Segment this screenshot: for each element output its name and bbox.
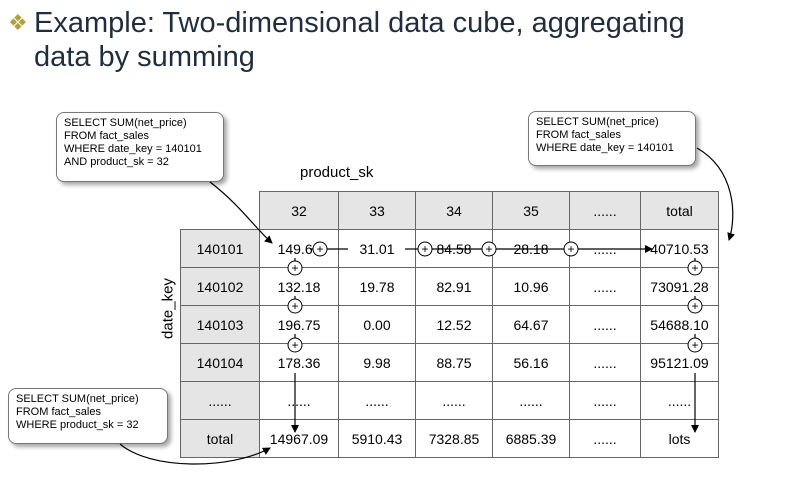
table-cell: ...... (569, 381, 641, 420)
column-header: 35 (492, 191, 570, 230)
callout-line: FROM fact_sales (536, 129, 621, 141)
table-cell: 82.91 (415, 267, 493, 306)
table-cell: 149.60 (259, 229, 339, 268)
callout-line: FROM fact_sales (16, 406, 101, 418)
table-cell: 6885.39 (492, 419, 570, 458)
column-axis-label: product_sk (300, 164, 374, 181)
callout-line: SELECT SUM(net_price) (16, 393, 139, 405)
table-cell: 5910.43 (338, 419, 416, 458)
table-row: 140104 178.36 9.98 88.75 56.16 ...... 95… (180, 343, 719, 382)
table-cell: 0.00 (338, 305, 416, 344)
table-cell: 40710.53 (640, 229, 719, 268)
table-cell: 10.96 (492, 267, 570, 306)
table-cell: ...... (569, 229, 641, 268)
column-header: total (640, 191, 719, 230)
column-header: ...... (569, 191, 641, 230)
table-cell: ...... (415, 381, 493, 420)
table-cell: 9.98 (338, 343, 416, 382)
row-header: total (180, 419, 260, 458)
column-header: 34 (415, 191, 493, 230)
callout-column-total-query: SELECT SUM(net_price) FROM fact_sales WH… (8, 388, 168, 444)
callout-line: WHERE date_key = 140101 (536, 142, 674, 154)
table-cell: ...... (640, 381, 719, 420)
table-cell: ...... (492, 381, 570, 420)
callout-cell-query: SELECT SUM(net_price) FROM fact_sales WH… (56, 112, 224, 182)
header-row: 32 33 34 35 ...... total (181, 191, 719, 230)
table-row: 140103 196.75 0.00 12.52 64.67 ...... 54… (180, 305, 719, 344)
diamond-bullet-icon: ❖ (8, 10, 28, 35)
row-header: 140103 (180, 305, 260, 344)
table-cell: 64.67 (492, 305, 570, 344)
row-axis-label: date_key (159, 278, 177, 339)
table-cell: 178.36 (259, 343, 339, 382)
callout-line: SELECT SUM(net_price) (64, 117, 187, 129)
slide-title: ❖ Example: Two-dimensional data cube, agg… (8, 6, 793, 74)
table-cell: 95121.09 (640, 343, 719, 382)
table-cell: 31.01 (338, 229, 416, 268)
callout-line: SELECT SUM(net_price) (536, 116, 659, 128)
title-line-1: Example: Two-dimensional data cube, aggr… (34, 7, 685, 39)
callout-line: WHERE date_key = 140101 (64, 143, 202, 155)
table-cell: 84.58 (415, 229, 493, 268)
table-row: 140102 132.18 19.78 82.91 10.96 ...... 7… (180, 267, 719, 306)
callout-line: AND product_sk = 32 (64, 156, 169, 168)
title-line-2: data by summing (34, 41, 255, 73)
callout-line: FROM fact_sales (64, 130, 149, 142)
table-cell: ...... (569, 343, 641, 382)
table-cell: 12.52 (415, 305, 493, 344)
table-cell: 56.16 (492, 343, 570, 382)
table-cell: 19.78 (338, 267, 416, 306)
data-cube-table: 32 33 34 35 ...... total 140101 149.60 3… (180, 191, 719, 458)
corner-cell (181, 192, 260, 230)
totals-row: total 14967.09 5910.43 7328.85 6885.39 .… (180, 419, 719, 458)
table-cell: 73091.28 (640, 267, 719, 306)
table-cell: ...... (338, 381, 416, 420)
table-cell: 132.18 (259, 267, 339, 306)
table-cell: 196.75 (259, 305, 339, 344)
column-header: 33 (338, 191, 416, 230)
callout-line: WHERE product_sk = 32 (16, 419, 139, 431)
row-header: ...... (180, 381, 260, 420)
callout-row-total-query: SELECT SUM(net_price) FROM fact_sales WH… (528, 111, 696, 166)
table-cell: 28.18 (492, 229, 570, 268)
row-header: 140104 (180, 343, 260, 382)
table-cell: ...... (569, 305, 641, 344)
row-header: 140101 (180, 229, 260, 268)
table-cell: ...... (259, 381, 339, 420)
table-row: 140101 149.60 31.01 84.58 28.18 ...... 4… (180, 229, 719, 268)
table-cell: ...... (569, 267, 641, 306)
table-cell: lots (640, 419, 719, 458)
table-cell: 7328.85 (415, 419, 493, 458)
table-row: ...... ...... ...... ...... ...... .....… (180, 381, 719, 420)
row-header: 140102 (180, 267, 260, 306)
table-cell: ...... (569, 419, 641, 458)
table-cell: 54688.10 (640, 305, 719, 344)
table-cell: 14967.09 (259, 419, 339, 458)
table-cell: 88.75 (415, 343, 493, 382)
column-header: 32 (259, 191, 339, 230)
